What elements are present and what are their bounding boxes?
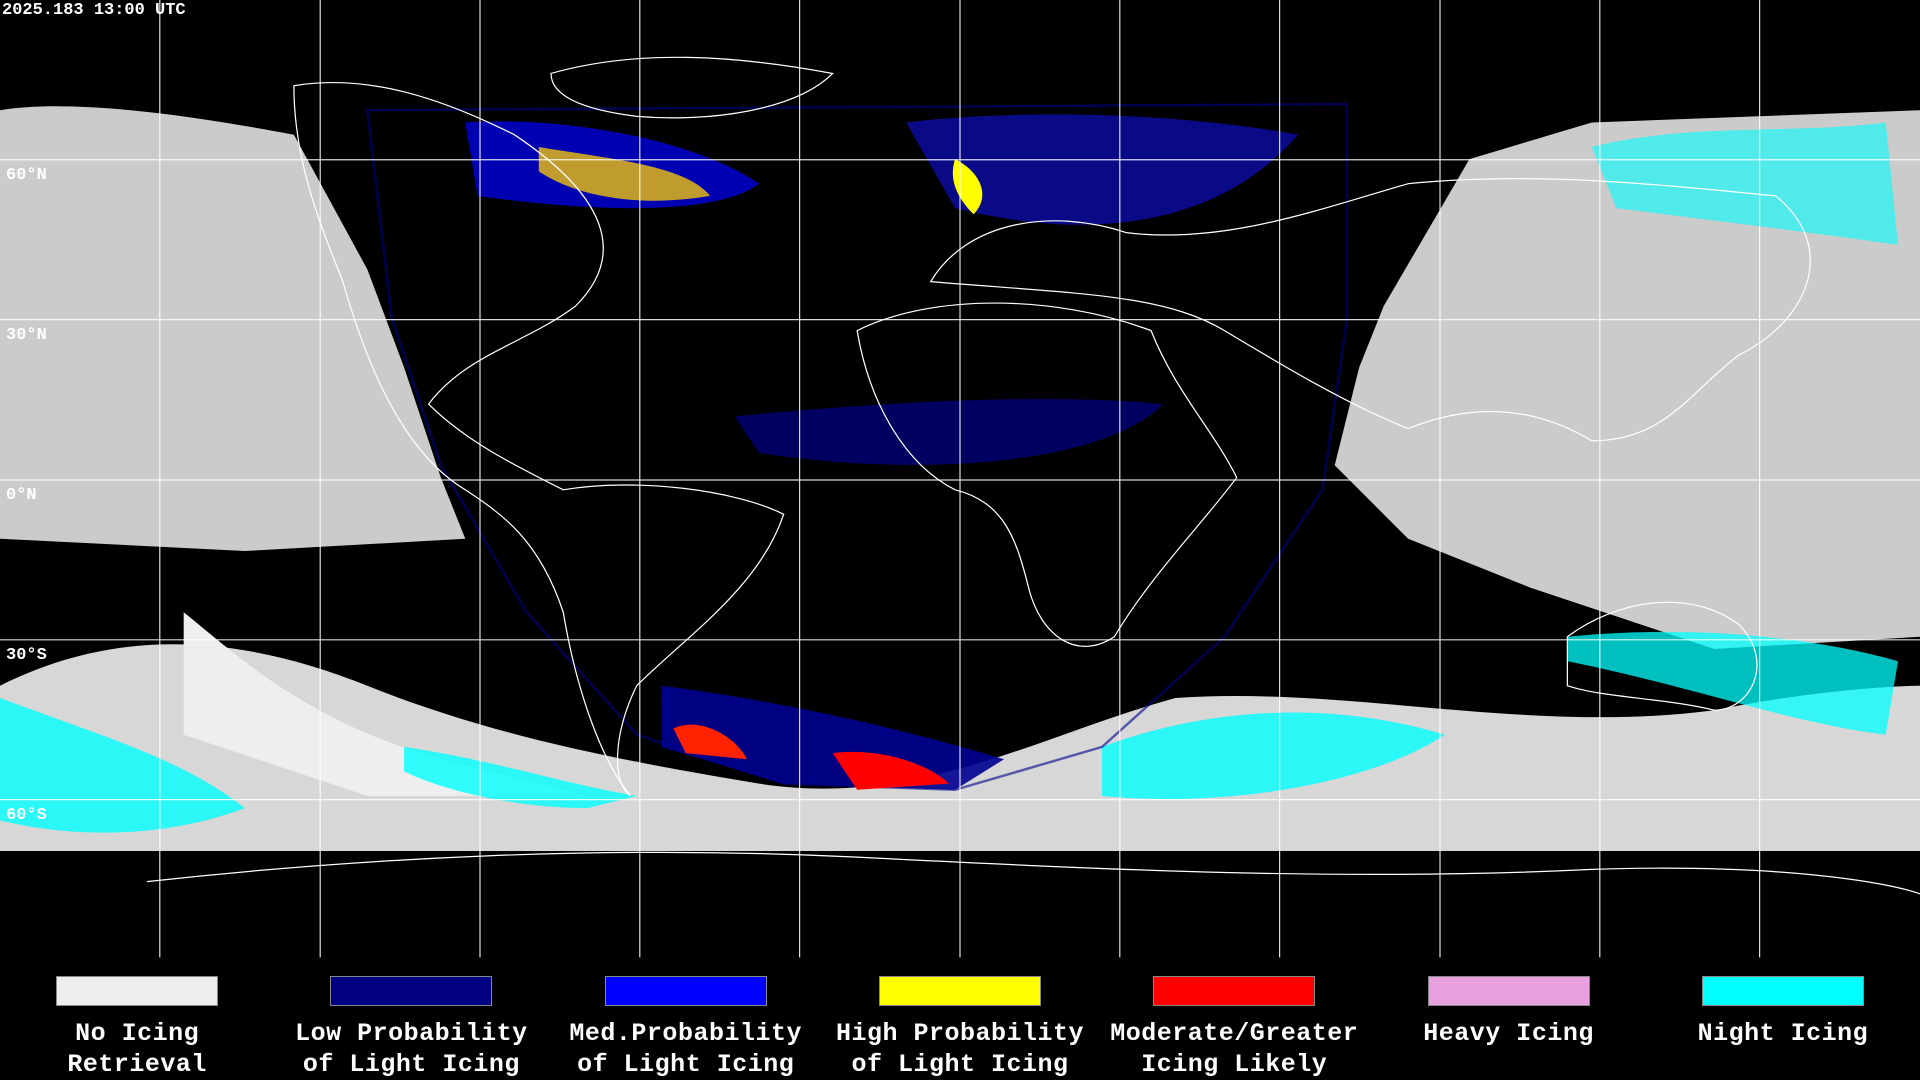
latitude-label: 30°N xyxy=(6,326,47,345)
night-icing xyxy=(1591,122,1898,245)
legend-label: Moderate/Greater Icing Likely xyxy=(1094,1018,1374,1080)
icing-field xyxy=(832,751,949,790)
legend-label: Low Probability of Light Icing xyxy=(271,1018,551,1080)
map xyxy=(0,0,1920,958)
legend-swatch xyxy=(330,976,493,1006)
cloud-field xyxy=(0,106,466,552)
icing-field xyxy=(673,724,747,760)
legend-item: Moderate/Greater Icing Likely xyxy=(1094,976,1374,1080)
legend-item: Night Icing xyxy=(1643,976,1920,1049)
legend-item: No Icing Retrieval xyxy=(0,976,277,1080)
night-icing xyxy=(404,746,637,809)
legend-swatch xyxy=(1701,976,1864,1006)
legend-line: Moderate/Greater xyxy=(1110,1019,1359,1048)
legend-line: Night Icing xyxy=(1697,1019,1869,1048)
latitude-label: 30°S xyxy=(6,646,47,665)
legend-label: Heavy Icing xyxy=(1369,1018,1649,1049)
legend-line: Heavy Icing xyxy=(1423,1019,1594,1048)
night-icing xyxy=(1567,631,1898,735)
icing-field xyxy=(661,685,1005,790)
legend-line: of Light Icing xyxy=(302,1050,520,1079)
timestamp: 2025.183 13:00 UTC xyxy=(2,1,186,20)
legend-line: of Light Icing xyxy=(577,1050,795,1079)
legend-label: Night Icing xyxy=(1643,1018,1920,1049)
latitude-label: 0°N xyxy=(6,486,37,505)
legend-line: No Icing xyxy=(75,1019,200,1048)
legend-item: High Probability of Light Icing xyxy=(820,976,1100,1080)
legend-swatch xyxy=(879,976,1041,1006)
legend-swatch xyxy=(604,976,767,1006)
legend-line: Icing Likely xyxy=(1141,1050,1328,1079)
legend-line: Low Probability xyxy=(295,1019,528,1048)
night-icing xyxy=(1102,712,1445,800)
icing-field xyxy=(906,114,1298,225)
latitude-label: 60°S xyxy=(6,806,47,825)
legend-label: No Icing Retrieval xyxy=(0,1018,277,1080)
latitude-label: 60°N xyxy=(6,166,47,185)
legend-swatch xyxy=(56,976,219,1006)
legend-swatch xyxy=(1153,976,1316,1006)
legend-swatch xyxy=(1427,976,1590,1006)
legend-line: Retrieval xyxy=(67,1050,207,1079)
map-imagery xyxy=(0,0,1920,958)
legend-label: Med.Probability of Light Icing xyxy=(546,1018,826,1080)
legend-line: High Probability xyxy=(835,1019,1085,1048)
legend-item: Med.Probability of Light Icing xyxy=(546,976,826,1080)
legend-label: High Probability of Light Icing xyxy=(820,1018,1100,1080)
legend-line: of Light Icing xyxy=(851,1050,1069,1079)
cloud-field xyxy=(183,612,588,796)
icing-field xyxy=(734,399,1164,465)
legend-item: Heavy Icing xyxy=(1369,976,1649,1049)
legend-line: Med.Probability xyxy=(569,1019,802,1048)
graticule xyxy=(0,0,1920,958)
cloud-field xyxy=(1334,110,1920,649)
legend-item: Low Probability of Light Icing xyxy=(271,976,551,1080)
